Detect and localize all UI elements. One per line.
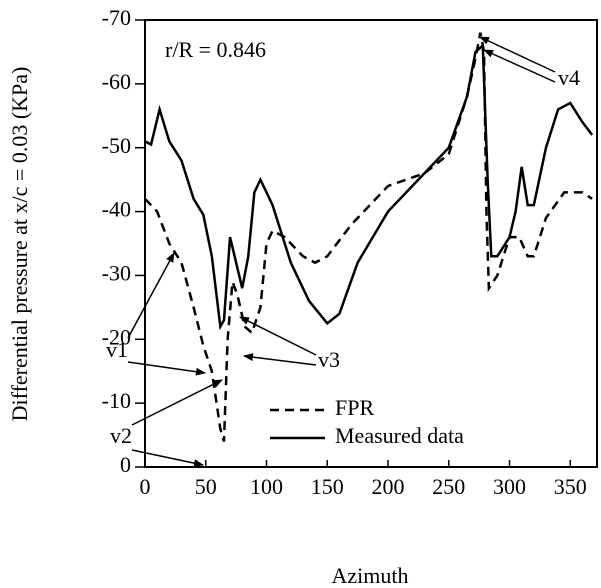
y-tick-label: -30 bbox=[102, 260, 131, 285]
y-tick-label: -50 bbox=[102, 133, 131, 158]
legend-label: FPR bbox=[335, 395, 374, 420]
legend-label: Measured data bbox=[335, 423, 464, 448]
x-tick-label: 200 bbox=[372, 474, 405, 499]
x-tick-label: 100 bbox=[250, 474, 283, 499]
x-tick-label: 350 bbox=[554, 474, 587, 499]
x-axis-label: Azimuth bbox=[332, 563, 409, 588]
plot-frame bbox=[144, 19, 598, 468]
annotation: v1 bbox=[106, 337, 128, 362]
x-tick-label: 250 bbox=[432, 474, 465, 499]
y-tick-label: -40 bbox=[102, 197, 131, 222]
y-axis-label: Differential pressure at x/c = 0.03 (KPa… bbox=[7, 67, 32, 422]
annotation: v3 bbox=[318, 347, 340, 372]
data-line bbox=[144, 32, 593, 442]
annotation: v2 bbox=[110, 423, 132, 448]
y-tick-label: 0 bbox=[120, 452, 131, 477]
annotation: v4 bbox=[558, 65, 580, 90]
y-tick-label: -10 bbox=[102, 388, 131, 413]
x-tick-label: 50 bbox=[195, 474, 217, 499]
x-tick-label: 0 bbox=[140, 474, 151, 499]
y-tick-label: -20 bbox=[102, 324, 131, 349]
annotation: r/R = 0.846 bbox=[165, 37, 266, 62]
y-tick-label: -60 bbox=[102, 69, 131, 94]
annotation-arrows bbox=[127, 36, 556, 468]
y-tick-label: -70 bbox=[102, 5, 131, 30]
x-tick-label: 300 bbox=[493, 474, 526, 499]
data-line bbox=[144, 42, 594, 331]
x-tick-label: 150 bbox=[311, 474, 344, 499]
